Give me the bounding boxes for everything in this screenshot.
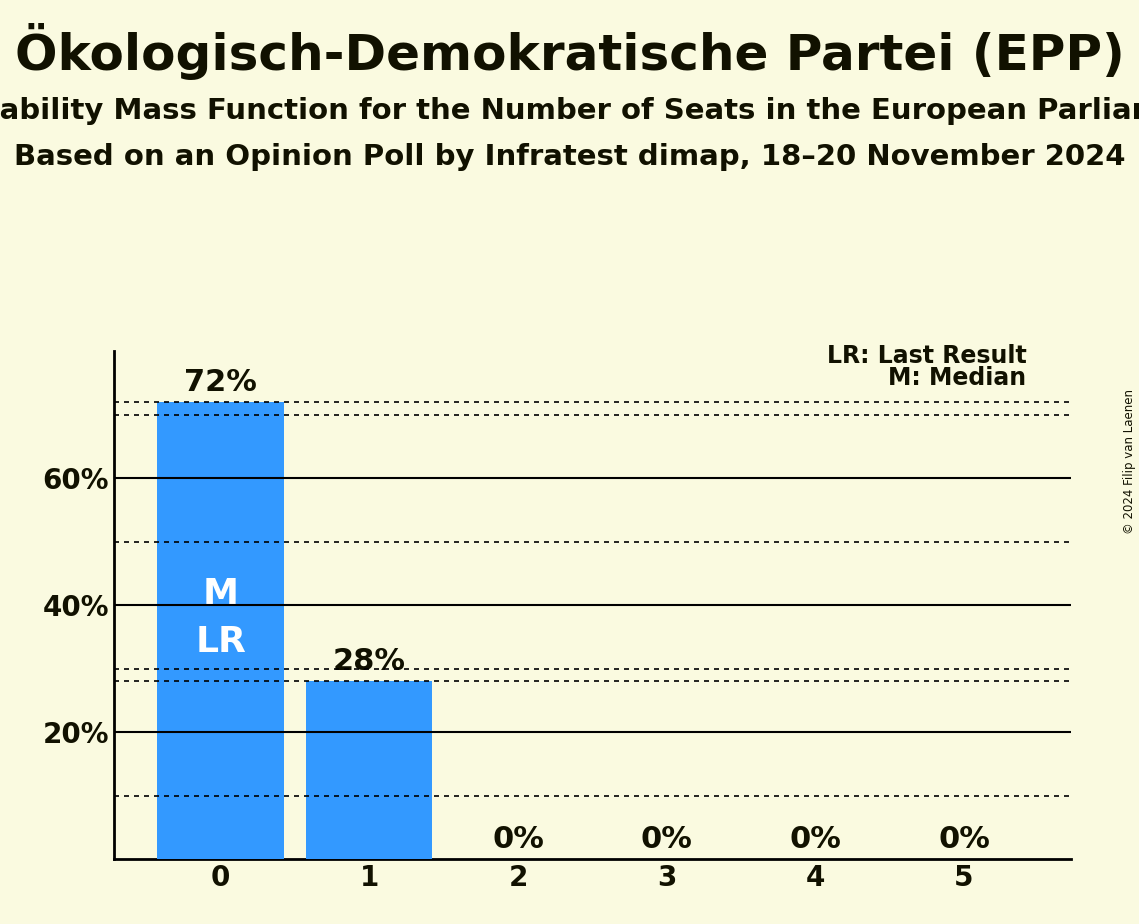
- Bar: [306, 681, 433, 859]
- Text: 72%: 72%: [185, 368, 257, 397]
- Text: 0%: 0%: [640, 825, 693, 854]
- Text: Ökologisch-Demokratische Partei (EPP): Ökologisch-Demokratische Partei (EPP): [15, 23, 1124, 80]
- Text: 0%: 0%: [789, 825, 842, 854]
- Text: 0%: 0%: [939, 825, 990, 854]
- Text: 28%: 28%: [333, 648, 405, 676]
- Text: LR: Last Result: LR: Last Result: [827, 344, 1026, 368]
- Text: © 2024 Filip van Laenen: © 2024 Filip van Laenen: [1123, 390, 1137, 534]
- Text: 0%: 0%: [492, 825, 544, 854]
- Text: M
LR: M LR: [195, 578, 246, 659]
- Text: Based on an Opinion Poll by Infratest dimap, 18–20 November 2024: Based on an Opinion Poll by Infratest di…: [14, 143, 1125, 171]
- Text: M: Median: M: Median: [888, 367, 1026, 391]
- Text: Probability Mass Function for the Number of Seats in the European Parliament: Probability Mass Function for the Number…: [0, 97, 1139, 125]
- Bar: [157, 402, 284, 859]
